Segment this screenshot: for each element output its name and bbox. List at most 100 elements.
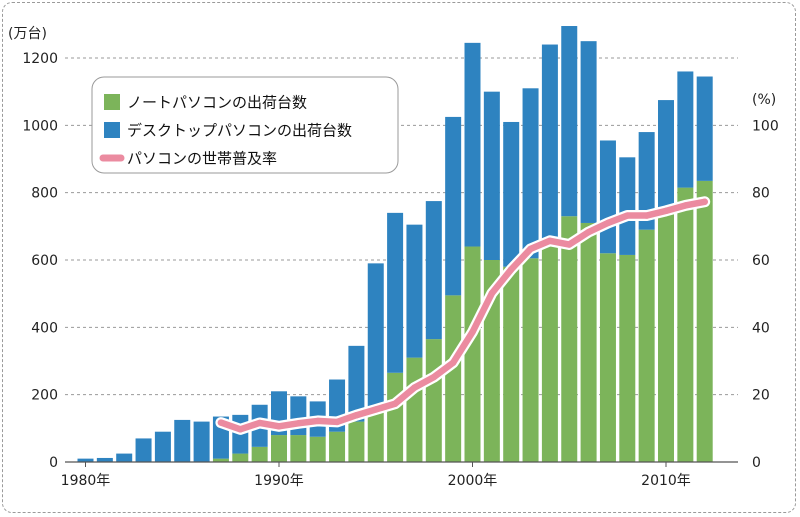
- notebook-bar-2007: [599, 253, 616, 462]
- x-tick-label: 2010年: [641, 473, 691, 489]
- desktop-bar-1983: [135, 438, 152, 462]
- notebook-bar-2009: [638, 229, 655, 462]
- desktop-bar-1994: [348, 345, 365, 422]
- desktop-bar-2002: [503, 121, 520, 267]
- desktop-bar-1986: [193, 421, 210, 462]
- penetration-point-2012: [701, 198, 708, 205]
- notebook-bar-1997: [406, 357, 423, 462]
- desktop-bar-1996: [387, 212, 404, 373]
- desktop-bar-2012: [696, 76, 713, 181]
- desktop-bar-2006: [580, 41, 597, 223]
- desktop-bar-2003: [522, 88, 539, 259]
- penetration-point-2011: [682, 202, 689, 209]
- desktop-bar-2001: [483, 91, 500, 261]
- penetration-point-1991: [295, 420, 302, 427]
- y-left-tick-label: 400: [31, 320, 58, 336]
- desktop-bar-1995: [367, 263, 384, 410]
- notebook-bar-1998: [425, 339, 442, 462]
- y-right-tick-label: 20: [752, 388, 770, 404]
- notebook-bar-1988: [232, 453, 249, 462]
- y-left-tick-label: 1200: [22, 51, 58, 67]
- legend-box: [91, 76, 399, 174]
- notebook-bar-2000: [464, 246, 481, 462]
- penetration-point-1988: [237, 426, 244, 433]
- penetration-point-2006: [585, 228, 592, 236]
- desktop-bar-1999: [445, 116, 462, 296]
- notebook-bar-2008: [619, 254, 636, 462]
- legend-label: ノートパソコンの出荷台数: [127, 94, 307, 112]
- penetration-point-2001: [488, 290, 496, 297]
- notebook-bar-1995: [367, 409, 384, 462]
- notebook-bar-2003: [522, 258, 539, 462]
- y-left-tick-label: 200: [31, 388, 58, 404]
- desktop-bar-2008: [619, 157, 636, 255]
- penetration-point-1987: [217, 419, 225, 426]
- notebook-bar-2011: [677, 187, 694, 462]
- x-tick-label: 2000年: [448, 473, 498, 489]
- penetration-point-2009: [643, 212, 650, 219]
- notebook-bar-1991: [290, 435, 307, 462]
- legend-swatch-notebook: [104, 94, 120, 110]
- axis-ticks: 0 200 400 600 800 1000 1200 0 20 40 60 80 100 1980年 19…: [22, 51, 778, 489]
- y-right-tick-label: 100: [752, 118, 779, 134]
- notebook-bar-1990: [271, 435, 287, 462]
- y-right-tick-label: 0: [752, 455, 761, 471]
- penetration-point-1997: [411, 384, 418, 391]
- notebook-bar-2010: [658, 209, 674, 462]
- notebook-bar-2002: [503, 266, 520, 462]
- desktop-bar-1984: [154, 431, 171, 462]
- notebook-bar-1993: [329, 431, 346, 462]
- line-series: [215, 196, 711, 435]
- notebook-bar-1989: [251, 446, 268, 462]
- x-tick-label: 1990年: [254, 473, 304, 489]
- notebook-bar-1999: [445, 295, 462, 462]
- desktop-bar-1997: [406, 224, 423, 358]
- penetration-point-2000: [469, 328, 476, 336]
- penetration-point-1994: [353, 412, 360, 419]
- desktop-bar-2000: [464, 42, 481, 247]
- bar-series: [77, 26, 713, 462]
- penetration-point-2010: [662, 207, 670, 215]
- y-left-tick-label: 800: [31, 186, 58, 202]
- notebook-bar-1996: [387, 372, 404, 462]
- penetration-point-1992: [314, 417, 321, 425]
- y-left-tick-label: 600: [31, 253, 58, 269]
- penetration-point-2003: [527, 245, 534, 253]
- penetration-point-2007: [604, 219, 612, 227]
- desktop-bar-2010: [658, 100, 674, 210]
- y-left-tick-label: 1000: [22, 118, 58, 134]
- penetration-point-1995: [372, 406, 379, 413]
- notebook-bar-1987: [212, 458, 229, 462]
- penetration-point-1996: [391, 400, 399, 407]
- y-left-tick-label: 0: [49, 455, 58, 471]
- penetration-line: [217, 198, 708, 433]
- penetration-point-1993: [333, 418, 341, 426]
- penetration-point-1998: [430, 373, 437, 381]
- notebook-bar-1992: [309, 436, 326, 462]
- desktop-bar-1982: [116, 453, 133, 462]
- notebook-bar-2004: [541, 243, 558, 462]
- penetration-point-2008: [624, 212, 631, 219]
- y-left-unit: (万台): [8, 26, 47, 42]
- desktop-bar-2009: [638, 132, 655, 230]
- penetration-point-2004: [546, 237, 554, 245]
- y-right-tick-label: 80: [752, 186, 770, 202]
- desktop-bar-1985: [174, 419, 191, 462]
- notebook-bar-2005: [561, 216, 578, 462]
- y-right-tick-label: 40: [752, 320, 770, 336]
- penetration-point-2005: [566, 241, 573, 248]
- desktop-bar-1998: [425, 201, 442, 340]
- legend-label: デスクトップパソコンの出荷台数: [127, 122, 352, 140]
- penetration-point-1999: [449, 359, 457, 366]
- desktop-bar-2004: [541, 44, 558, 244]
- desktop-bar-1980: [77, 458, 94, 462]
- desktop-bar-2005: [561, 26, 578, 217]
- penetration-point-1989: [256, 419, 263, 427]
- desktop-bar-2007: [599, 140, 616, 254]
- notebook-bar-2006: [580, 222, 597, 462]
- y-right-unit: (%): [752, 92, 776, 108]
- y-right-tick-label: 60: [752, 253, 770, 269]
- notebook-bar-1994: [348, 421, 365, 462]
